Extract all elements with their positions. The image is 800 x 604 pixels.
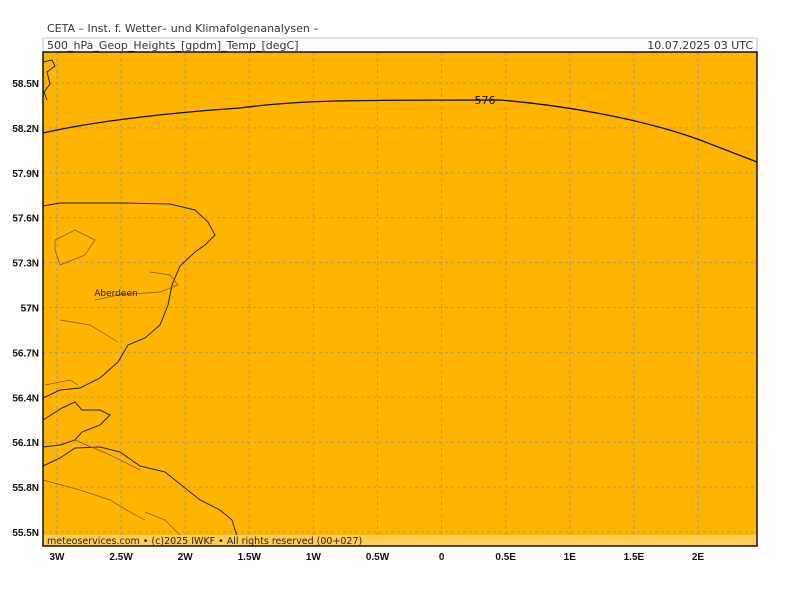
height-contour [42,99,758,163]
city-label: Aberdeen [94,289,137,299]
valid-time: 10.07.2025 03 UTC [647,39,753,52]
footer-bar [43,535,757,546]
map-area [43,52,757,546]
lat-label: 56.4N [12,393,39,404]
graticule [43,52,757,546]
lon-label: 2E [692,552,705,563]
lon-label: 0.5E [495,552,516,563]
lon-label: 0.5W [366,552,390,563]
lat-label: 58.5N [12,79,39,90]
field-name: 500_hPa_Geop_Heights_[gpdm]_Temp_[degC] [47,39,299,52]
lat-label: 57.3N [12,259,39,270]
lat-label: 56.7N [12,348,39,359]
lat-label: 57.6N [12,214,39,225]
lat-label: 57N [21,304,39,315]
lon-label: 0 [439,552,445,563]
header-title: CETA – Inst. f. Wetter– und Klimafolgena… [47,22,319,35]
lat-label: 55.8N [12,483,39,494]
lon-label: 1W [306,552,322,563]
lat-label: 55.5N [12,528,39,539]
lon-label: 1.5E [624,552,645,563]
lon-label: 3W [50,552,66,563]
lat-label: 58.2N [12,124,39,135]
lon-label: 2W [178,552,194,563]
lon-label: 1.5W [238,552,262,563]
lat-label: 56.1N [12,438,39,449]
map-frame [42,51,758,547]
coastlines [42,59,241,547]
footer: meteoservices.com • (c)2025 IWKF • All r… [47,536,362,547]
lat-label: 57.9N [12,169,39,180]
lon-label: 2.5W [109,552,133,563]
lon-label: 1E [564,552,577,563]
contour-label: 576 [475,94,496,107]
